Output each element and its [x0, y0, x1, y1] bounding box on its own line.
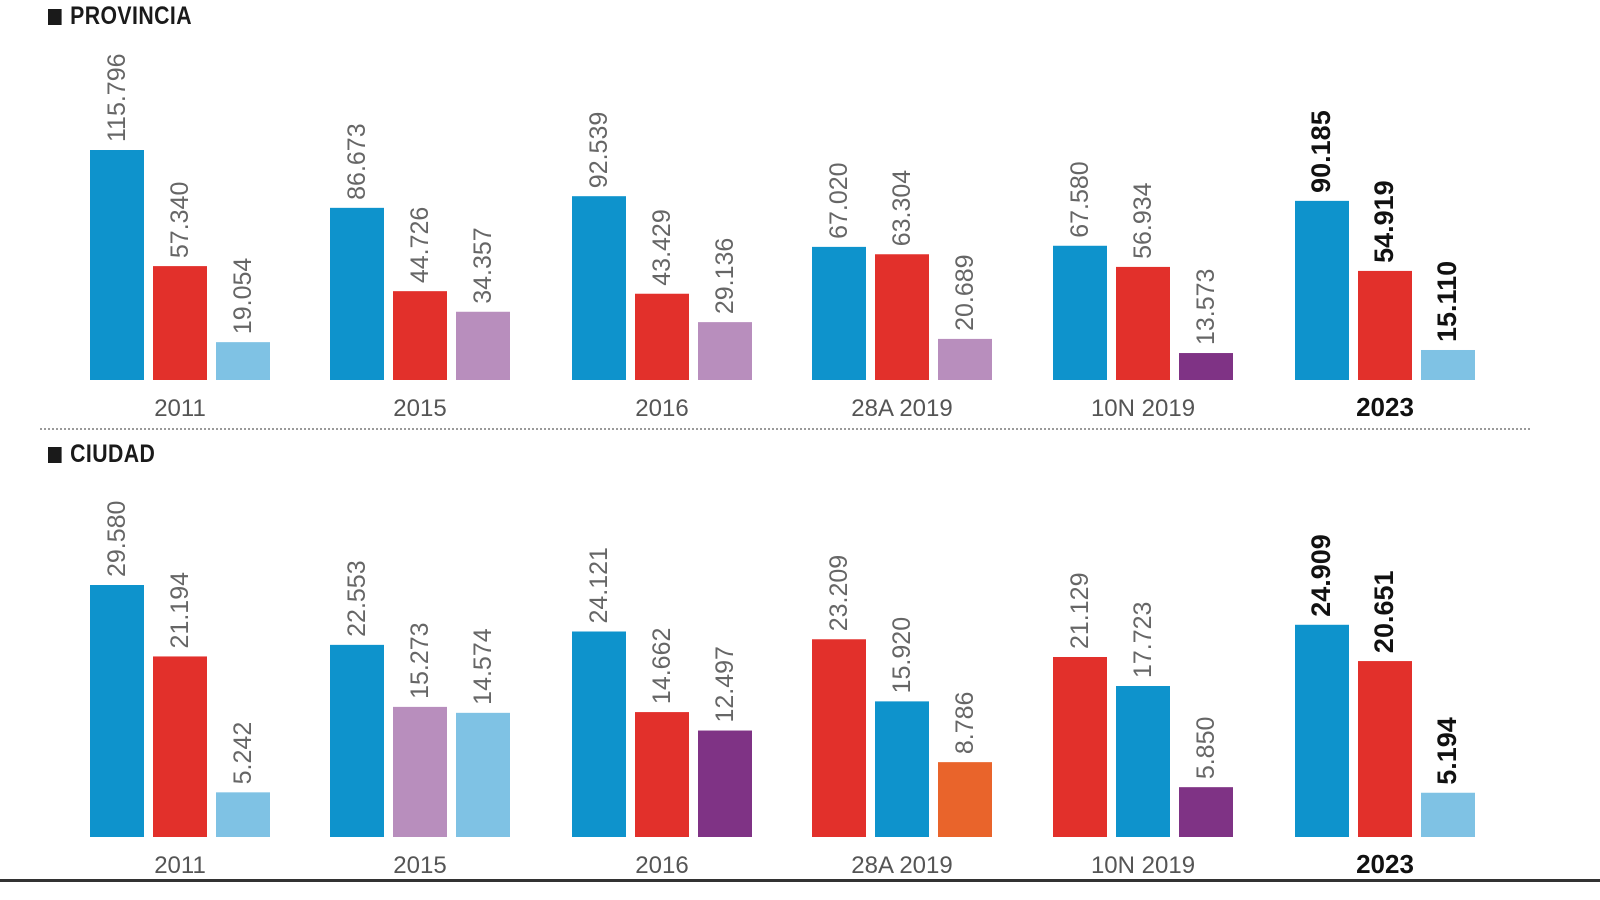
- bar-value-label: 14.662: [648, 628, 676, 704]
- bar: [153, 266, 207, 380]
- bar: [875, 701, 929, 837]
- bar: [1053, 656, 1107, 837]
- bar: [812, 639, 866, 837]
- bar-value-label: 56.934: [1129, 182, 1157, 259]
- bar-value-label: 5.850: [1192, 717, 1220, 780]
- bar: [330, 207, 384, 380]
- category-label: 2011: [154, 852, 206, 879]
- category-label: 28A 2019: [851, 852, 952, 879]
- category-label: 28A 2019: [851, 395, 952, 422]
- square-bullet-icon: [48, 446, 62, 463]
- bar: [635, 293, 689, 380]
- bar-value-label: 5.242: [229, 722, 257, 785]
- bar: [1179, 787, 1233, 837]
- bar-value-label: 57.340: [166, 182, 194, 258]
- section-divider: [40, 428, 1530, 430]
- bar-value-label: 29.580: [103, 501, 131, 577]
- category-label: 2016: [635, 852, 688, 879]
- bar: [698, 322, 752, 380]
- category-label: 10N 2019: [1091, 395, 1195, 422]
- bar: [90, 150, 144, 380]
- bar: [1053, 245, 1107, 380]
- panel-title-ciudad: CIUDAD: [48, 440, 155, 469]
- bar: [1295, 200, 1349, 380]
- category-label: 2015: [393, 395, 446, 422]
- bar-value-label: 22.553: [343, 560, 371, 636]
- bar: [635, 712, 689, 837]
- bar-value-label: 21.194: [166, 572, 194, 649]
- bar-value-label: 29.136: [711, 238, 739, 314]
- bar: [572, 196, 626, 380]
- bar: [1358, 661, 1412, 837]
- bar-value-label: 15.273: [406, 622, 434, 698]
- bar-value-label: 44.726: [406, 207, 434, 283]
- bar-value-label: 34.357: [469, 227, 497, 303]
- bar: [1179, 353, 1233, 380]
- bar-value-label: 12.497: [711, 646, 739, 722]
- bar: [153, 656, 207, 837]
- bar: [698, 730, 752, 837]
- ciudad-title: CIUDAD: [70, 440, 156, 468]
- bar: [938, 762, 992, 837]
- provincia-title: PROVINCIA: [70, 2, 192, 30]
- bar-value-label: 14.574: [469, 628, 497, 705]
- bar: [456, 311, 510, 380]
- chart-ciudad: 29.580 21.194 5.242 2011 22.553 15.273 14.574 2…: [90, 501, 1475, 879]
- bar-value-label: 19.054: [229, 258, 257, 335]
- panel-title-provincia: PROVINCIA: [48, 2, 192, 31]
- bar: [393, 706, 447, 837]
- chart-provincia: 115.796 57.340 19.054 2011 86.673 44.726 34.35…: [90, 53, 1475, 422]
- bar-value-label: 15.920: [888, 617, 916, 693]
- square-bullet-icon: [48, 8, 62, 25]
- category-label: 2023: [1356, 849, 1414, 879]
- bar-value-label: 92.539: [585, 112, 613, 188]
- bar-value-label: 90.185: [1306, 110, 1336, 193]
- bar-value-label: 67.580: [1066, 161, 1094, 237]
- bar: [1421, 349, 1475, 380]
- bar-value-label: 15.110: [1432, 261, 1462, 342]
- bottom-rule: [0, 879, 1600, 882]
- bar-value-label: 20.689: [951, 254, 979, 330]
- bar: [938, 338, 992, 380]
- bar-value-label: 23.209: [825, 555, 853, 631]
- category-label: 2011: [154, 395, 206, 422]
- bar-value-label: 67.020: [825, 162, 853, 238]
- bar: [393, 291, 447, 380]
- bar-value-label: 24.121: [585, 547, 613, 623]
- bar-value-label: 17.723: [1129, 602, 1157, 678]
- bar-value-label: 54.919: [1369, 180, 1399, 263]
- bar: [1295, 624, 1349, 837]
- bar-value-label: 115.796: [103, 53, 131, 142]
- bar-value-label: 20.651: [1369, 570, 1399, 653]
- bar: [330, 644, 384, 837]
- bar: [1116, 686, 1170, 837]
- bar-value-label: 43.429: [648, 209, 676, 285]
- bar: [1358, 270, 1412, 380]
- bar-value-label: 21.129: [1066, 573, 1094, 649]
- bar: [1421, 792, 1475, 837]
- category-label: 2015: [393, 852, 446, 879]
- category-label: 10N 2019: [1091, 852, 1195, 879]
- bar: [572, 631, 626, 837]
- bar: [90, 585, 144, 837]
- bar: [1116, 266, 1170, 380]
- bar-value-label: 5.194: [1432, 717, 1462, 785]
- bar: [216, 792, 270, 837]
- bar: [456, 712, 510, 837]
- bar-value-label: 63.304: [888, 170, 916, 247]
- bar: [875, 254, 929, 380]
- bar: [812, 246, 866, 380]
- bar-value-label: 13.573: [1192, 269, 1220, 345]
- category-label: 2023: [1356, 392, 1414, 422]
- bar-value-label: 24.909: [1306, 534, 1336, 617]
- category-label: 2016: [635, 395, 688, 422]
- bar-value-label: 8.786: [951, 692, 979, 755]
- bar-value-label: 86.673: [343, 123, 371, 199]
- bar: [216, 342, 270, 380]
